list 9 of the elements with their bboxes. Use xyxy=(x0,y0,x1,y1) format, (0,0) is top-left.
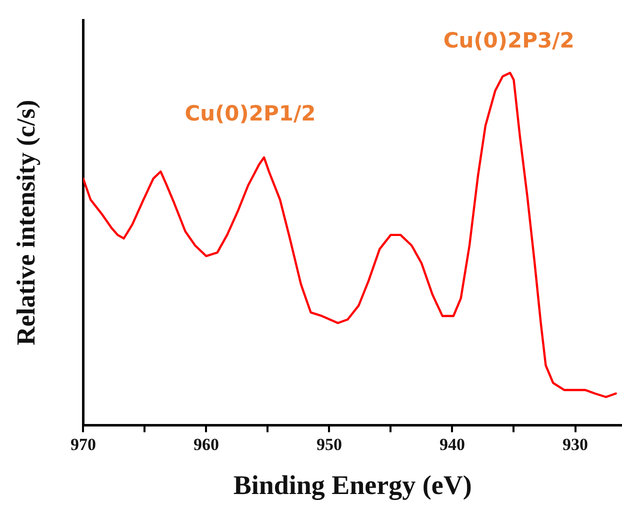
x-tick-label: 970 xyxy=(70,434,96,454)
text: Cu(0)2P3/2 xyxy=(443,28,574,52)
x-tick-label: 960 xyxy=(193,434,219,454)
x-axis-title: Binding Energy (eV) xyxy=(233,470,472,500)
x-tick-label: 930 xyxy=(562,434,588,454)
x-tick-label: 940 xyxy=(439,434,465,454)
x-tick-label: 950 xyxy=(316,434,342,454)
y-axis-title: Relative intensity (c/s) xyxy=(11,100,40,346)
annotation: Cu(0)2P1/2 xyxy=(184,101,316,126)
